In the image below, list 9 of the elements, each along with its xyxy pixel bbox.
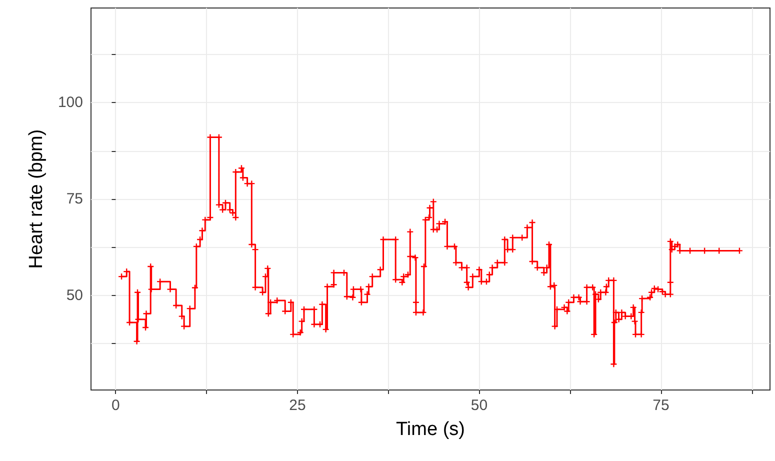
- x-axis-title: Time (s): [396, 419, 465, 440]
- y-tick-label: 75: [66, 190, 83, 208]
- y-tick-label: 100: [58, 94, 83, 112]
- x-tick-label: 50: [470, 397, 488, 414]
- x-tick-label: 25: [289, 397, 306, 414]
- y-tick-label: 50: [66, 286, 83, 304]
- y-axis-title: Heart rate (bpm): [26, 129, 47, 269]
- x-tick-label: 75: [652, 397, 670, 414]
- x-tick-label: 0: [112, 397, 120, 414]
